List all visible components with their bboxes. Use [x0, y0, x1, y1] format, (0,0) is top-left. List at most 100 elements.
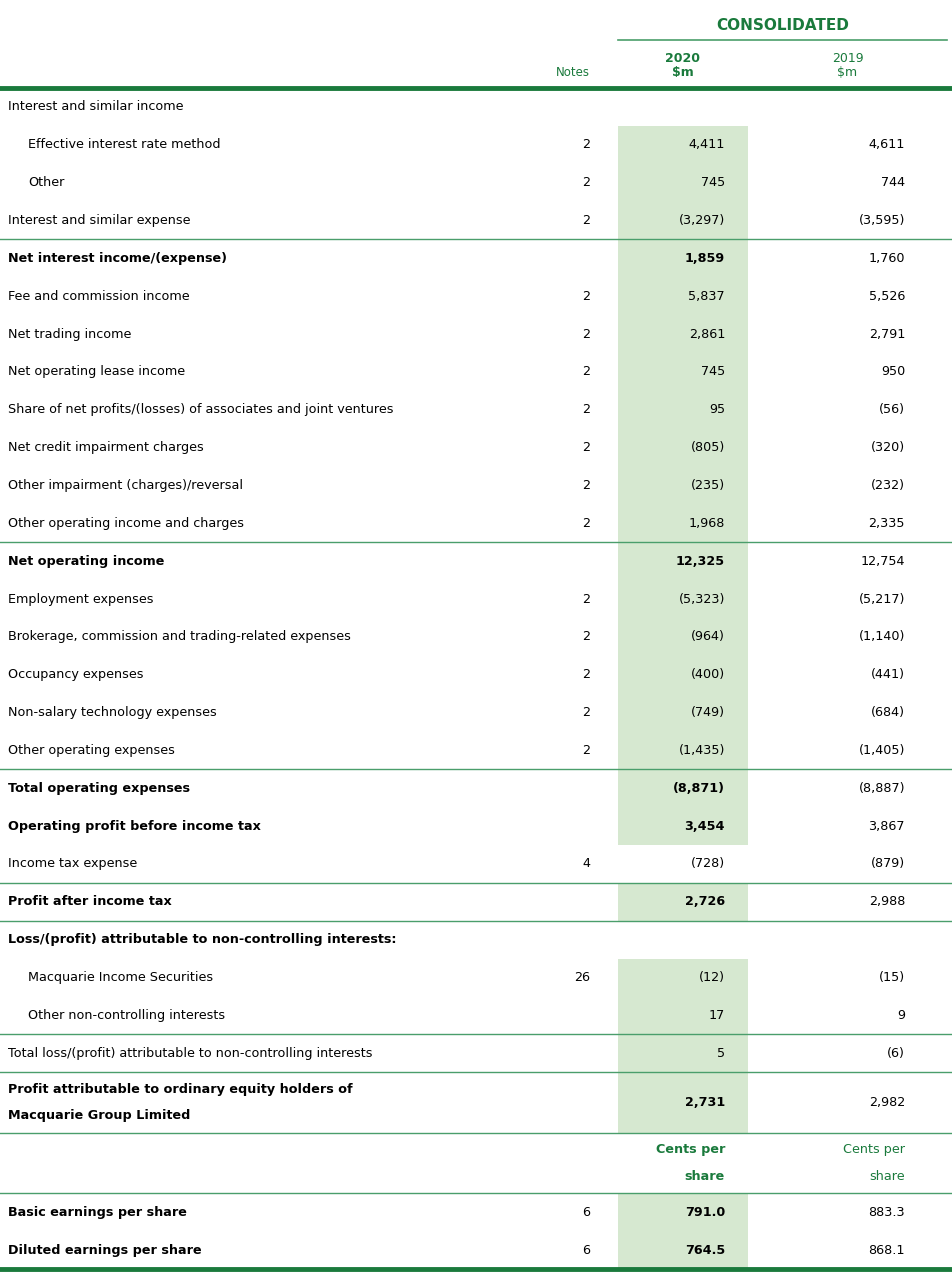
- Text: Employment expenses: Employment expenses: [8, 592, 153, 606]
- Text: Brokerage, commission and trading-related expenses: Brokerage, commission and trading-relate…: [8, 630, 351, 643]
- Bar: [618, 996, 748, 1035]
- Bar: [618, 353, 748, 390]
- Bar: [618, 693, 748, 732]
- Text: Other operating expenses: Other operating expenses: [8, 743, 175, 758]
- Text: 764.5: 764.5: [684, 1244, 725, 1257]
- Text: Other impairment (charges)/reversal: Other impairment (charges)/reversal: [8, 479, 243, 492]
- Text: 1,760: 1,760: [868, 252, 905, 265]
- Text: Net credit impairment charges: Net credit impairment charges: [8, 442, 204, 455]
- Bar: [618, 466, 748, 505]
- Text: share: share: [684, 1170, 725, 1183]
- Text: Diluted earnings per share: Diluted earnings per share: [8, 1244, 202, 1257]
- Text: 2,335: 2,335: [868, 516, 905, 530]
- Text: 2,791: 2,791: [868, 327, 905, 340]
- Text: 4,611: 4,611: [868, 139, 905, 152]
- Text: 3,867: 3,867: [868, 819, 905, 832]
- Text: 2: 2: [582, 366, 590, 379]
- Bar: [618, 542, 748, 580]
- Bar: [618, 580, 748, 618]
- Text: Operating profit before income tax: Operating profit before income tax: [8, 819, 261, 832]
- Text: (6): (6): [887, 1046, 905, 1059]
- Text: Fee and commission income: Fee and commission income: [8, 290, 189, 303]
- Text: (56): (56): [879, 403, 905, 416]
- Text: (235): (235): [691, 479, 725, 492]
- Text: 1,859: 1,859: [684, 252, 725, 265]
- Text: (8,871): (8,871): [673, 782, 725, 795]
- Bar: [618, 505, 748, 542]
- Text: 26: 26: [574, 971, 590, 984]
- Text: 95: 95: [709, 403, 725, 416]
- Bar: [618, 1072, 748, 1132]
- Text: 2: 2: [582, 743, 590, 758]
- Text: 5,526: 5,526: [868, 290, 905, 303]
- Text: Basic earnings per share: Basic earnings per share: [8, 1206, 187, 1219]
- Bar: [618, 277, 748, 315]
- Text: (728): (728): [691, 858, 725, 871]
- Text: (805): (805): [691, 442, 725, 455]
- Text: (3,595): (3,595): [859, 214, 905, 227]
- Text: 2: 2: [582, 630, 590, 643]
- Text: 2: 2: [582, 327, 590, 340]
- Text: (400): (400): [691, 668, 725, 682]
- Text: 2019: 2019: [832, 51, 863, 65]
- Text: (12): (12): [699, 971, 725, 984]
- Text: 2: 2: [582, 479, 590, 492]
- Text: 745: 745: [701, 366, 725, 379]
- Text: 2: 2: [582, 592, 590, 606]
- Text: 12,325: 12,325: [676, 555, 725, 568]
- Text: (15): (15): [879, 971, 905, 984]
- Text: Other operating income and charges: Other operating income and charges: [8, 516, 244, 530]
- Text: 2: 2: [582, 214, 590, 227]
- Text: Total operating expenses: Total operating expenses: [8, 782, 190, 795]
- Text: Net operating income: Net operating income: [8, 555, 165, 568]
- Text: Share of net profits/(losses) of associates and joint ventures: Share of net profits/(losses) of associa…: [8, 403, 393, 416]
- Text: 2: 2: [582, 706, 590, 719]
- Text: 2: 2: [582, 516, 590, 530]
- Text: Net trading income: Net trading income: [8, 327, 131, 340]
- Text: 2020: 2020: [665, 51, 701, 65]
- Text: (1,405): (1,405): [859, 743, 905, 758]
- Text: $m: $m: [672, 65, 694, 80]
- Text: 12,754: 12,754: [861, 555, 905, 568]
- Text: 883.3: 883.3: [868, 1206, 905, 1219]
- Text: 2,726: 2,726: [684, 895, 725, 908]
- Text: Profit attributable to ordinary equity holders of: Profit attributable to ordinary equity h…: [8, 1082, 352, 1095]
- Text: (441): (441): [871, 668, 905, 682]
- Bar: [618, 390, 748, 429]
- Text: Non-salary technology expenses: Non-salary technology expenses: [8, 706, 217, 719]
- Text: Other non-controlling interests: Other non-controlling interests: [28, 1009, 225, 1022]
- Bar: [618, 732, 748, 769]
- Text: 3,454: 3,454: [684, 819, 725, 832]
- Text: (1,435): (1,435): [679, 743, 725, 758]
- Bar: [618, 769, 748, 808]
- Text: Cents per: Cents per: [656, 1143, 725, 1156]
- Text: share: share: [869, 1170, 905, 1183]
- Text: 2,731: 2,731: [684, 1097, 725, 1109]
- Bar: [618, 1231, 748, 1269]
- Text: 745: 745: [701, 176, 725, 189]
- Bar: [618, 202, 748, 239]
- Text: 2: 2: [582, 139, 590, 152]
- Text: 4,411: 4,411: [688, 139, 725, 152]
- Text: Occupancy expenses: Occupancy expenses: [8, 668, 144, 682]
- Text: 2: 2: [582, 290, 590, 303]
- Text: Profit after income tax: Profit after income tax: [8, 895, 171, 908]
- Text: 2: 2: [582, 668, 590, 682]
- Text: (5,323): (5,323): [679, 592, 725, 606]
- Text: Net operating lease income: Net operating lease income: [8, 366, 185, 379]
- Text: Cents per: Cents per: [843, 1143, 905, 1156]
- Bar: [618, 656, 748, 693]
- Text: (1,140): (1,140): [859, 630, 905, 643]
- Text: (749): (749): [691, 706, 725, 719]
- Text: Total loss/(profit) attributable to non-controlling interests: Total loss/(profit) attributable to non-…: [8, 1046, 372, 1059]
- Text: Net interest income/(expense): Net interest income/(expense): [8, 252, 227, 265]
- Text: CONSOLIDATED: CONSOLIDATED: [716, 18, 849, 33]
- Bar: [618, 1035, 748, 1072]
- Bar: [618, 1193, 748, 1231]
- Bar: [618, 808, 748, 845]
- Text: 9: 9: [897, 1009, 905, 1022]
- Text: 744: 744: [881, 176, 905, 189]
- Text: (3,297): (3,297): [679, 214, 725, 227]
- Text: 868.1: 868.1: [868, 1244, 905, 1257]
- Text: 5: 5: [717, 1046, 725, 1059]
